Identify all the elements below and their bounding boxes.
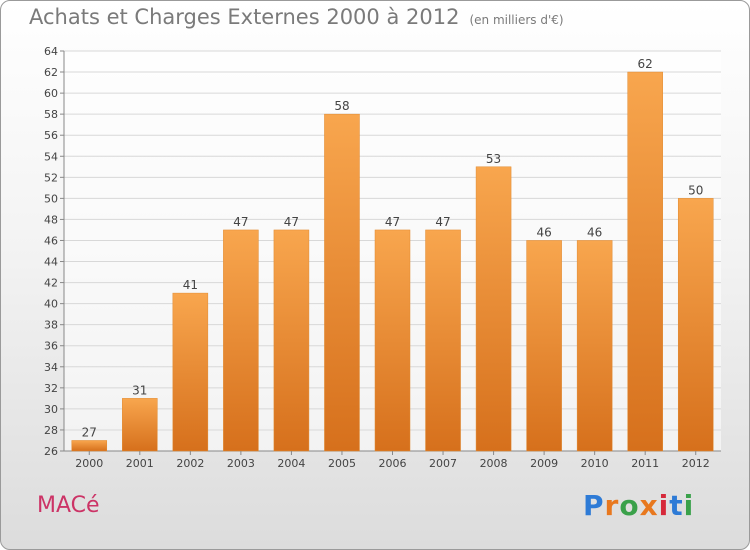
y-tick-label: 30	[44, 403, 58, 416]
y-tick-label: 64	[44, 45, 58, 58]
bar	[324, 113, 360, 452]
bar	[122, 398, 158, 452]
x-tick-label: 2010	[581, 457, 609, 470]
bar-value-label: 27	[82, 425, 97, 439]
y-tick-label: 44	[44, 256, 58, 269]
proxiti-logo-letter: i	[658, 489, 670, 522]
bar	[576, 240, 613, 452]
bar-value-label: 58	[334, 99, 349, 113]
bar-value-label: 47	[435, 215, 450, 229]
x-tick-label: 2012	[682, 457, 710, 470]
proxiti-logo-letter: o	[619, 489, 640, 522]
bar	[374, 229, 411, 452]
x-tick-label: 2002	[176, 457, 204, 470]
bar	[71, 440, 108, 452]
bar	[172, 292, 209, 452]
x-tick-label: 2008	[480, 457, 508, 470]
x-tick-label: 2005	[328, 457, 356, 470]
bar-value-label: 46	[536, 225, 551, 239]
chart-title: Achats et Charges Externes 2000 à 2012	[29, 5, 460, 29]
proxiti-logo-letter: t	[669, 489, 684, 522]
y-tick-label: 34	[44, 361, 58, 374]
bar-value-label: 62	[638, 57, 653, 71]
bar	[526, 240, 562, 452]
bar-value-label: 47	[233, 215, 248, 229]
chart-header: Achats et Charges Externes 2000 à 2012 (e…	[29, 5, 564, 29]
y-tick-label: 58	[44, 108, 58, 121]
x-tick-label: 2001	[126, 457, 154, 470]
proxiti-logo-letter: r	[604, 489, 620, 522]
bar-value-label: 47	[284, 215, 299, 229]
x-tick-label: 2007	[429, 457, 457, 470]
x-tick-label: 2009	[530, 457, 558, 470]
proxiti-logo-letter: P	[583, 489, 605, 522]
commune-name: MACé	[37, 493, 100, 518]
x-tick-label: 2003	[227, 457, 255, 470]
y-tick-label: 36	[44, 340, 58, 353]
bar	[425, 229, 461, 452]
bar-value-label: 46	[587, 225, 602, 239]
y-tick-label: 26	[44, 445, 58, 458]
y-tick-label: 40	[44, 298, 58, 311]
x-tick-label: 2000	[75, 457, 103, 470]
bar-value-label: 53	[486, 152, 501, 166]
y-tick-label: 42	[44, 277, 58, 290]
y-tick-label: 60	[44, 87, 58, 100]
bar-value-label: 31	[132, 383, 147, 397]
bar	[273, 229, 310, 452]
proxiti-logo-letter: i	[683, 489, 695, 522]
x-tick-label: 2011	[631, 457, 659, 470]
y-tick-label: 48	[44, 213, 58, 226]
chart-subtitle: (en milliers d'€)	[469, 13, 564, 27]
x-tick-label: 2006	[379, 457, 407, 470]
bar-value-label: 50	[688, 183, 703, 197]
bar	[677, 198, 714, 452]
proxiti-logo: Proxiti	[583, 489, 694, 522]
bar	[627, 71, 663, 452]
bar	[475, 166, 512, 452]
bar	[223, 229, 259, 452]
y-tick-label: 46	[44, 234, 58, 247]
y-tick-label: 32	[44, 382, 58, 395]
y-tick-label: 54	[44, 150, 58, 163]
y-tick-label: 50	[44, 192, 58, 205]
y-tick-label: 52	[44, 171, 58, 184]
y-tick-label: 28	[44, 424, 58, 437]
y-tick-label: 62	[44, 66, 58, 79]
y-tick-label: 38	[44, 319, 58, 332]
bar-value-label: 47	[385, 215, 400, 229]
bar-value-label: 41	[183, 278, 198, 292]
proxiti-logo-letter: x	[639, 489, 659, 522]
y-tick-label: 56	[44, 129, 58, 142]
x-tick-label: 2004	[277, 457, 305, 470]
